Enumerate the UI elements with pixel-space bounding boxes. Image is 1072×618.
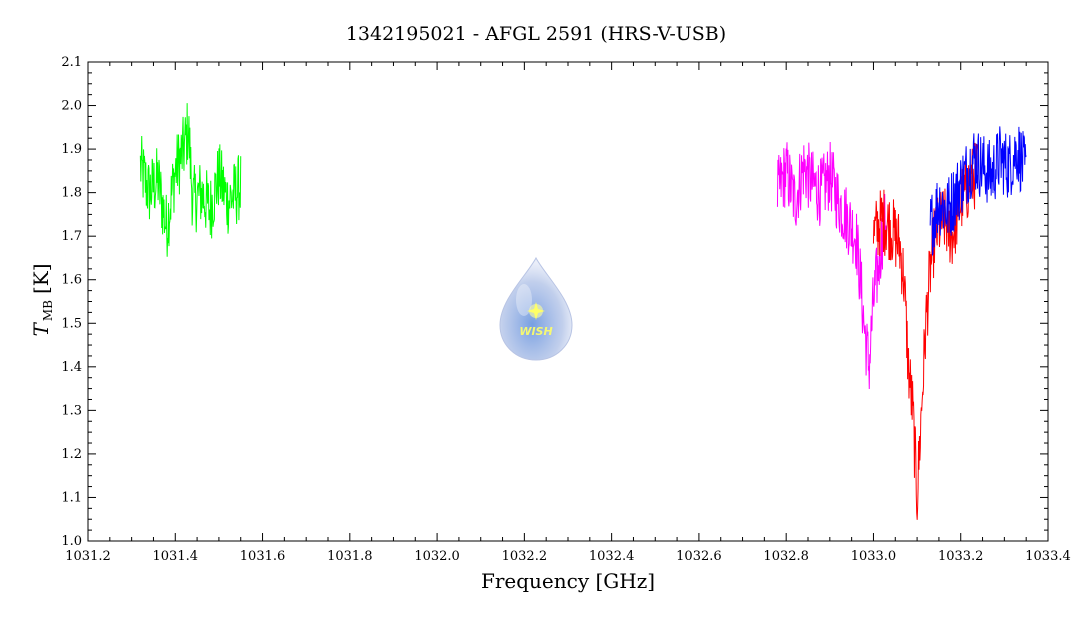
series-line-2: [776, 141, 888, 389]
x-tick-label: 1032.2: [502, 549, 548, 564]
wish-logo: WISH: [499, 256, 573, 361]
x-tick-labels: 1031.2 1031.4 1031.6 1031.8 1032.0 1032.2 1032…: [65, 549, 1071, 564]
y-tick-labels: 1.0 1.1 1.2 1.3 1.4 1.5 1.6 1.7 1.8 1.9 2.0 2.1: [61, 55, 82, 549]
logo-text: WISH: [519, 325, 552, 338]
x-tick-label: 1031.4: [153, 549, 199, 564]
star-icon: [527, 302, 545, 320]
y-axis-label-sub: MB: [41, 300, 55, 321]
y-tick-label: 1.5: [61, 316, 82, 331]
x-tick-label: 1031.6: [240, 549, 286, 564]
series-line-3: [872, 142, 979, 520]
x-tick-label: 1033.0: [851, 549, 897, 564]
x-tick-label: 1033.2: [938, 549, 984, 564]
y-tick-label: 1.3: [61, 403, 82, 418]
y-tick-label: 1.2: [61, 447, 82, 462]
y-tick-label: 1.8: [61, 186, 82, 201]
y-tick-label: 2.0: [61, 99, 82, 114]
y-tick-label: 1.4: [61, 360, 82, 375]
y-tick-label: 1.9: [61, 142, 82, 157]
y-tick-label: 1.1: [61, 490, 82, 505]
x-tick-label: 1032.8: [763, 549, 809, 564]
axis-ticks: [87, 61, 1049, 542]
x-tick-label: 1033.4: [1025, 549, 1071, 564]
chart-title: 1342195021 - AFGL 2591 (HRS-V-USB): [346, 23, 726, 45]
y-tick-label: 1.6: [61, 273, 82, 288]
x-tick-label: 1032.6: [676, 549, 722, 564]
y-axis-label-unit: [K]: [29, 264, 53, 295]
series-line-4: [929, 126, 1027, 257]
svg-text:TMB[K]: TMB [K]: [29, 264, 55, 337]
y-tick-label: 1.0: [61, 534, 82, 549]
x-tick-label: 1031.8: [327, 549, 373, 564]
x-tick-label: 1032.0: [414, 549, 460, 564]
series-line-1: [139, 103, 242, 257]
y-tick-label: 2.1: [61, 55, 82, 70]
y-axis-label-main: T: [29, 322, 53, 337]
series-layer: [139, 103, 1027, 520]
x-tick-label: 1031.2: [65, 549, 111, 564]
y-axis-label: TMB [K]: [29, 264, 55, 337]
x-tick-label: 1032.4: [589, 549, 635, 564]
x-axis-label: Frequency [GHz]: [481, 569, 655, 593]
y-tick-label: 1.7: [61, 229, 82, 244]
